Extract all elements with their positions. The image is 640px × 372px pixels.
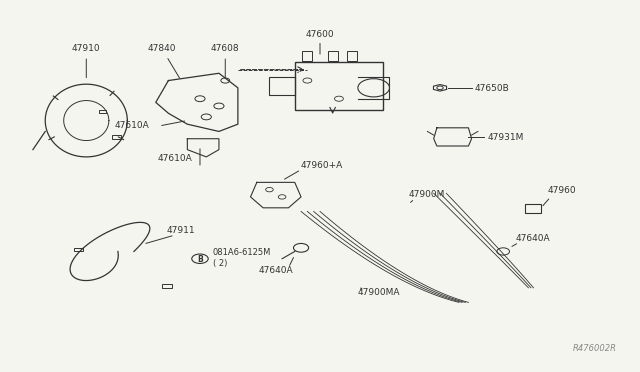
- Bar: [525, 204, 541, 213]
- Text: 081A6-6125M
( 2): 081A6-6125M ( 2): [212, 248, 271, 268]
- Bar: [269, 77, 295, 95]
- Bar: [302, 51, 312, 61]
- Text: 47640A: 47640A: [516, 234, 550, 243]
- Bar: [295, 62, 383, 110]
- Bar: [162, 284, 172, 288]
- Text: 47931M: 47931M: [488, 133, 524, 142]
- Bar: [74, 248, 83, 251]
- Text: 47911: 47911: [167, 226, 195, 235]
- Bar: [328, 51, 338, 61]
- Text: 47960: 47960: [547, 186, 576, 195]
- Bar: [346, 51, 356, 61]
- Text: R476002R: R476002R: [573, 344, 617, 353]
- Text: 47910: 47910: [72, 44, 100, 78]
- Text: 47640A: 47640A: [259, 266, 293, 275]
- Text: 47960+A: 47960+A: [301, 161, 343, 170]
- Text: 47608: 47608: [211, 44, 239, 78]
- Text: 47900M: 47900M: [408, 190, 445, 199]
- Text: 47610A: 47610A: [115, 121, 150, 130]
- Text: 47900MA: 47900MA: [358, 288, 401, 297]
- Text: 47840: 47840: [148, 44, 180, 78]
- Bar: [99, 110, 106, 113]
- Text: B: B: [197, 254, 203, 264]
- Text: 47650B: 47650B: [475, 84, 509, 93]
- Text: 47600: 47600: [306, 30, 334, 39]
- Bar: [111, 135, 121, 139]
- Text: 47610A: 47610A: [157, 154, 192, 163]
